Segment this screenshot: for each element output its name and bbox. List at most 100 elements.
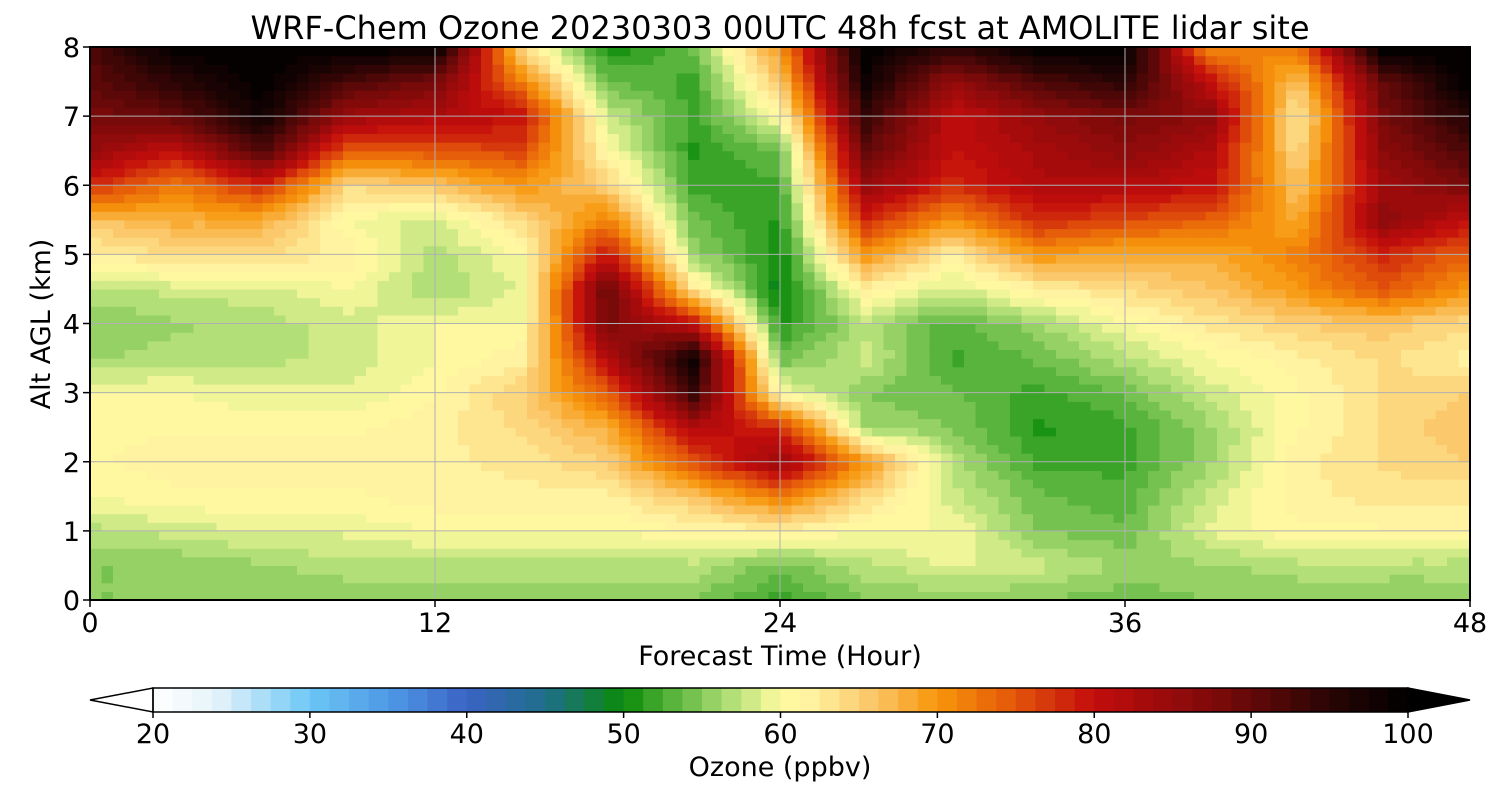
heatmap-cell [366, 470, 379, 480]
heatmap-cell [492, 280, 505, 290]
heatmap-cell [538, 539, 551, 549]
heatmap-cell [1366, 530, 1379, 541]
heatmap-cell [826, 358, 839, 368]
heatmap-cell [1286, 530, 1299, 541]
heatmap-cell [1240, 340, 1253, 351]
heatmap-cell [274, 504, 287, 515]
heatmap-cell [1389, 288, 1402, 299]
heatmap-cell [596, 383, 609, 394]
heatmap-cell [1263, 254, 1276, 264]
heatmap-cell [90, 314, 103, 325]
heatmap-cell [343, 332, 356, 342]
heatmap-cell [780, 237, 793, 247]
heatmap-cell [745, 271, 758, 281]
heatmap-cell [642, 504, 655, 515]
heatmap-cell [734, 375, 747, 385]
heatmap-cell [883, 401, 896, 411]
heatmap-cell [216, 496, 229, 506]
heatmap-cell [147, 591, 160, 600]
heatmap-cell [826, 591, 839, 600]
heatmap-cell [446, 513, 459, 523]
heatmap-cell [872, 254, 885, 264]
heatmap-cell [1136, 375, 1149, 385]
heatmap-cell [596, 582, 609, 592]
heatmap-cell [607, 401, 620, 411]
heatmap-cell [1458, 435, 1470, 446]
heatmap-cell [1286, 314, 1299, 325]
heatmap-cell [435, 453, 448, 463]
heatmap-cell [1102, 513, 1115, 523]
heatmap-cell [1010, 254, 1023, 264]
heatmap-cell [918, 565, 931, 575]
heatmap-cell [1136, 461, 1149, 471]
heatmap-cell [1286, 539, 1299, 549]
heatmap-cell [883, 340, 896, 351]
heatmap-cell [1113, 470, 1126, 480]
heatmap-cell [527, 591, 540, 600]
heatmap-cell [849, 461, 862, 471]
heatmap-cell [550, 288, 563, 299]
heatmap-cell [136, 461, 149, 471]
heatmap-cell [1332, 427, 1345, 437]
heatmap-cell [711, 530, 724, 541]
heatmap-cell [1286, 444, 1299, 454]
heatmap-cell [331, 409, 344, 420]
heatmap-cell [975, 582, 988, 592]
heatmap-cell [1044, 349, 1057, 359]
heatmap-cell [389, 254, 402, 264]
heatmap-cell [515, 366, 528, 376]
heatmap-cell [216, 271, 229, 281]
heatmap-cell [757, 496, 770, 506]
heatmap-cell [642, 444, 655, 454]
heatmap-cell [458, 332, 471, 342]
heatmap-cell [435, 323, 448, 333]
heatmap-cell [964, 314, 977, 325]
heatmap-cell [642, 470, 655, 480]
heatmap-cell [941, 574, 954, 584]
heatmap-cell [400, 513, 413, 523]
heatmap-cell [642, 245, 655, 255]
heatmap-cell [446, 427, 459, 437]
heatmap-cell [1332, 479, 1345, 489]
heatmap-cell [446, 254, 459, 264]
heatmap-cell [1079, 427, 1092, 437]
heatmap-cell [906, 496, 919, 506]
heatmap-cell [469, 582, 482, 592]
heatmap-cell [1010, 271, 1023, 281]
heatmap-cell [941, 349, 954, 359]
heatmap-cell [1412, 530, 1425, 541]
heatmap-cell [423, 340, 436, 351]
heatmap-cell [343, 237, 356, 247]
heatmap-cell [987, 444, 1000, 454]
heatmap-cell [389, 548, 402, 558]
heatmap-cell [676, 409, 689, 420]
heatmap-cell [619, 263, 632, 273]
heatmap-cell [262, 548, 275, 558]
heatmap-cell [1171, 539, 1184, 549]
heatmap-cell [1159, 444, 1172, 454]
heatmap-cell [607, 263, 620, 273]
heatmap-cell [1171, 409, 1184, 420]
heatmap-cell [1056, 461, 1069, 471]
heatmap-cell [1297, 539, 1310, 549]
heatmap-cell [1136, 392, 1149, 402]
heatmap-cell [1355, 297, 1368, 307]
heatmap-cell [435, 340, 448, 351]
heatmap-cell [308, 504, 321, 515]
heatmap-cell [538, 453, 551, 463]
heatmap-cell [1044, 453, 1057, 463]
heatmap-cell [159, 513, 172, 523]
heatmap-cell [987, 263, 1000, 273]
heatmap-cell [1366, 306, 1379, 316]
heatmap-cell [1102, 297, 1115, 307]
heatmap-cell [354, 487, 367, 497]
heatmap-cell [929, 530, 942, 541]
heatmap-cell [216, 444, 229, 454]
heatmap-cell [262, 461, 275, 471]
heatmap-cell [964, 340, 977, 351]
heatmap-cell [1228, 340, 1241, 351]
heatmap-cell [251, 401, 264, 411]
heatmap-cell [1435, 504, 1448, 515]
heatmap-cell [1228, 245, 1241, 255]
heatmap-cell [711, 349, 724, 359]
